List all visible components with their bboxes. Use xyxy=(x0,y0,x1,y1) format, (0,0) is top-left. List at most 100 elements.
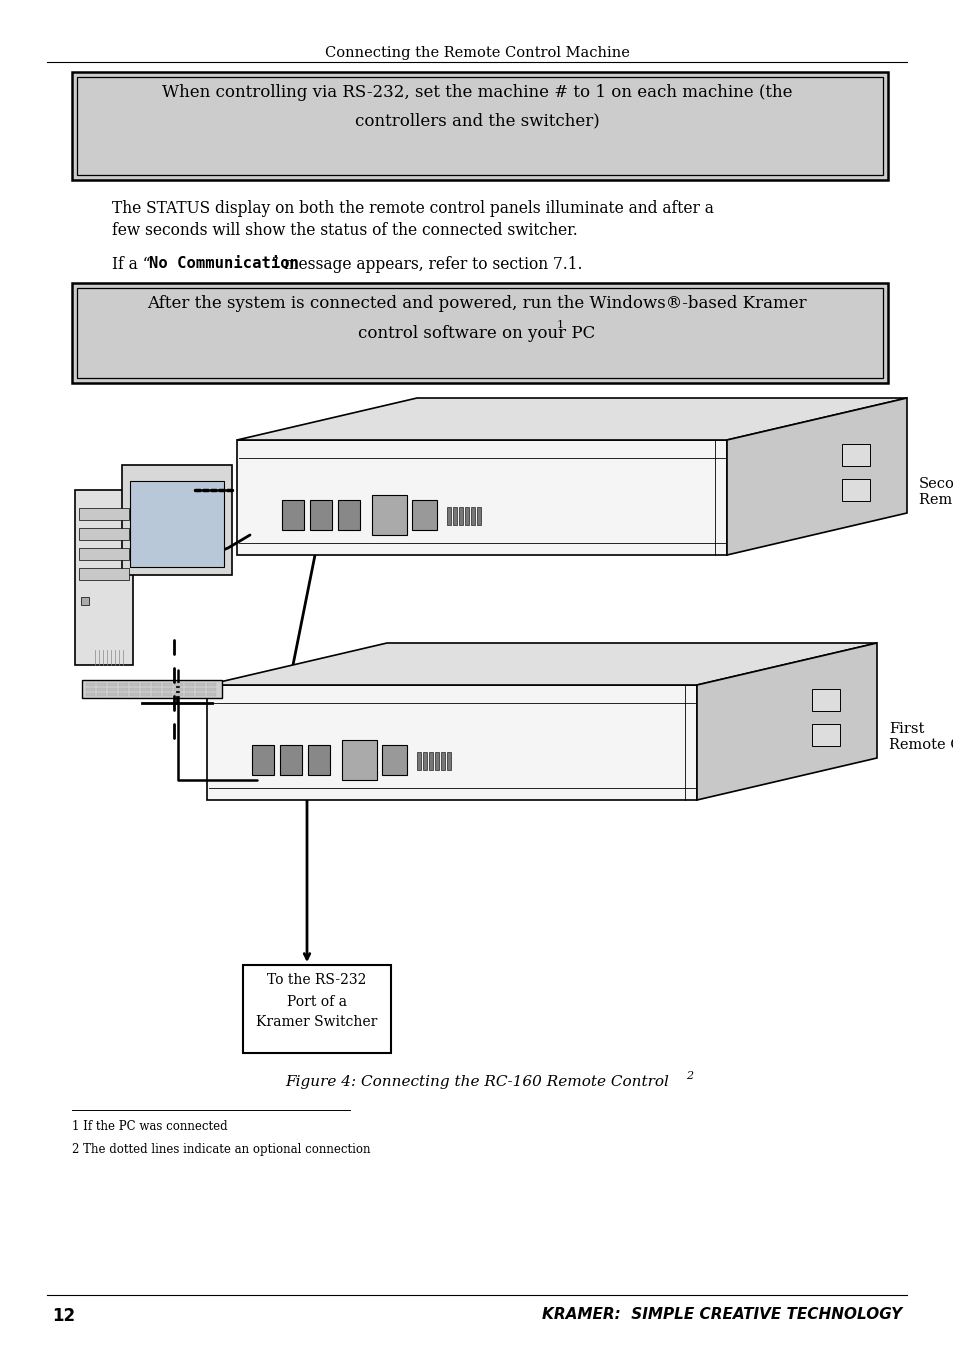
Bar xyxy=(77,288,882,379)
Bar xyxy=(422,752,427,771)
Bar xyxy=(447,752,451,771)
Bar xyxy=(71,72,887,180)
Bar xyxy=(195,688,205,691)
Bar xyxy=(471,507,475,525)
Bar xyxy=(308,745,330,775)
Bar xyxy=(440,752,444,771)
Bar xyxy=(173,694,183,696)
Polygon shape xyxy=(726,397,906,556)
Bar xyxy=(412,500,436,530)
Bar xyxy=(453,507,456,525)
Text: When controlling via RS-232, set the machine # to 1 on each machine (the: When controlling via RS-232, set the mac… xyxy=(162,84,791,101)
Text: After the system is connected and powered, run the Windows®-based Kramer: After the system is connected and powere… xyxy=(147,295,806,312)
Text: 1: 1 xyxy=(556,320,563,330)
Bar xyxy=(86,688,95,691)
Polygon shape xyxy=(697,644,876,800)
Bar xyxy=(122,465,232,575)
Bar xyxy=(141,694,150,696)
Bar xyxy=(195,694,205,696)
Bar xyxy=(75,489,132,665)
Text: Figure 4: Connecting the RC-160 Remote Control: Figure 4: Connecting the RC-160 Remote C… xyxy=(285,1075,668,1088)
Bar xyxy=(280,745,302,775)
Bar xyxy=(458,507,462,525)
Bar xyxy=(185,694,193,696)
Bar xyxy=(86,683,95,685)
Bar xyxy=(207,694,215,696)
Bar xyxy=(141,688,150,691)
Text: No Communication: No Communication xyxy=(149,256,298,270)
Text: Kramer Switcher: Kramer Switcher xyxy=(256,1015,377,1029)
Bar xyxy=(173,688,183,691)
Text: 12: 12 xyxy=(52,1307,75,1325)
Bar xyxy=(82,680,222,698)
Bar xyxy=(81,598,89,604)
Bar xyxy=(97,683,106,685)
Bar xyxy=(173,683,183,685)
Bar xyxy=(119,683,128,685)
Text: Port of a: Port of a xyxy=(287,995,347,1009)
Text: KRAMER:  SIMPLE CREATIVE TECHNOLOGY: KRAMER: SIMPLE CREATIVE TECHNOLOGY xyxy=(541,1307,901,1322)
Text: 2: 2 xyxy=(685,1071,693,1082)
Text: The STATUS display on both the remote control panels illuminate and after a: The STATUS display on both the remote co… xyxy=(112,200,713,218)
Bar xyxy=(71,283,887,383)
Text: 2 The dotted lines indicate an optional connection: 2 The dotted lines indicate an optional … xyxy=(71,1142,370,1156)
Bar xyxy=(152,683,161,685)
Text: If a “: If a “ xyxy=(112,256,151,273)
Polygon shape xyxy=(236,439,726,556)
Bar xyxy=(841,443,869,466)
Bar xyxy=(130,688,139,691)
Bar xyxy=(416,752,420,771)
Bar xyxy=(86,694,95,696)
Bar xyxy=(381,745,407,775)
Bar xyxy=(447,507,451,525)
Bar xyxy=(310,500,332,530)
Bar xyxy=(185,688,193,691)
Bar xyxy=(195,683,205,685)
Bar xyxy=(207,683,215,685)
Polygon shape xyxy=(236,397,906,439)
Bar xyxy=(282,500,304,530)
Bar xyxy=(163,688,172,691)
Polygon shape xyxy=(207,644,876,685)
Bar xyxy=(372,495,407,535)
Bar xyxy=(435,752,438,771)
Bar xyxy=(341,740,376,780)
Text: To the RS-232: To the RS-232 xyxy=(267,973,366,987)
Bar xyxy=(429,752,433,771)
Bar xyxy=(252,745,274,775)
Bar xyxy=(108,694,117,696)
Bar xyxy=(130,683,139,685)
Bar xyxy=(207,688,215,691)
Bar xyxy=(152,688,161,691)
Bar xyxy=(141,683,150,685)
Text: First
Remote Control: First Remote Control xyxy=(888,722,953,752)
Bar xyxy=(79,508,129,521)
Bar xyxy=(79,548,129,560)
Bar xyxy=(163,694,172,696)
Text: controllers and the switcher): controllers and the switcher) xyxy=(355,112,598,128)
Bar xyxy=(163,683,172,685)
Text: control software on your PC: control software on your PC xyxy=(358,324,595,342)
Bar xyxy=(185,683,193,685)
Bar xyxy=(79,568,129,580)
Bar xyxy=(464,507,469,525)
Text: 1 If the PC was connected: 1 If the PC was connected xyxy=(71,1119,228,1133)
Bar xyxy=(119,694,128,696)
Bar xyxy=(811,725,840,746)
Bar xyxy=(811,690,840,711)
Bar xyxy=(243,965,391,1053)
Bar xyxy=(841,479,869,502)
Bar xyxy=(476,507,480,525)
Text: few seconds will show the status of the connected switcher.: few seconds will show the status of the … xyxy=(112,222,578,239)
Bar xyxy=(108,688,117,691)
Bar xyxy=(79,529,129,539)
Bar xyxy=(337,500,359,530)
Text: Second
Remote Control: Second Remote Control xyxy=(918,477,953,507)
Bar xyxy=(152,694,161,696)
Bar xyxy=(97,688,106,691)
Bar xyxy=(119,688,128,691)
Text: ” message appears, refer to section 7.1.: ” message appears, refer to section 7.1. xyxy=(271,256,581,273)
Bar xyxy=(130,481,224,566)
Bar xyxy=(77,77,882,174)
Polygon shape xyxy=(207,685,697,800)
